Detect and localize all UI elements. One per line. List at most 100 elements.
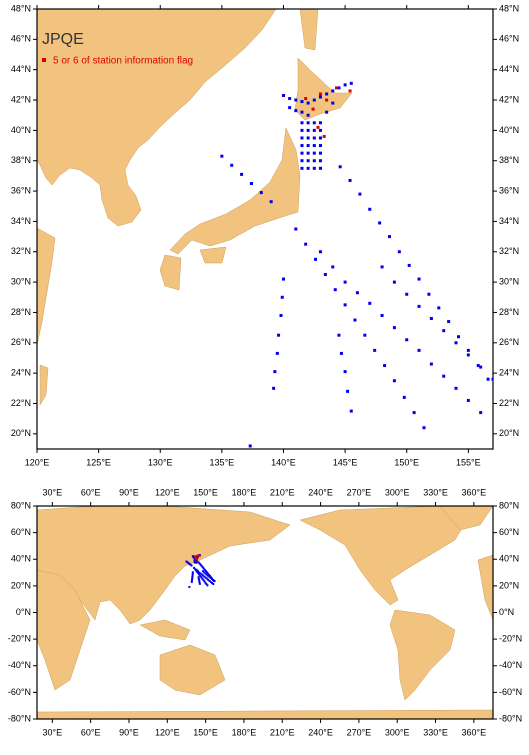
y-tick-label: 20°N bbox=[499, 428, 519, 438]
station bbox=[288, 106, 292, 110]
station bbox=[204, 572, 207, 575]
y-tick-label: 30°N bbox=[499, 276, 519, 286]
y-tick-label: -40°N bbox=[8, 660, 31, 670]
station bbox=[466, 353, 470, 357]
station bbox=[417, 304, 421, 308]
station bbox=[294, 109, 298, 113]
y-tick-label: 48°N bbox=[499, 3, 519, 13]
x-tick-label: 30°E bbox=[43, 727, 63, 737]
station bbox=[188, 585, 191, 588]
x-tick-label: 145°E bbox=[333, 457, 358, 467]
y-tick-label: 0°N bbox=[499, 607, 514, 617]
x-tick-label: 140°E bbox=[271, 457, 296, 467]
station bbox=[429, 362, 433, 366]
station bbox=[392, 280, 396, 284]
y-tick-label: 42°N bbox=[499, 94, 519, 104]
station bbox=[205, 583, 208, 586]
station bbox=[281, 93, 285, 97]
y-tick-label: 22°N bbox=[11, 398, 31, 408]
station bbox=[355, 291, 359, 295]
station bbox=[331, 101, 335, 105]
station bbox=[248, 444, 252, 448]
station bbox=[442, 329, 446, 333]
station bbox=[198, 573, 201, 576]
station bbox=[402, 395, 406, 399]
station bbox=[210, 577, 213, 580]
x-tick-label: 120°E bbox=[155, 727, 180, 737]
y-tick-label: -20°N bbox=[499, 634, 522, 644]
y-tick-label: 40°N bbox=[11, 554, 31, 564]
y-tick-label: 36°N bbox=[11, 185, 31, 195]
station bbox=[269, 200, 273, 204]
flagged-station bbox=[196, 555, 199, 558]
station bbox=[280, 295, 284, 299]
station bbox=[188, 562, 191, 565]
station bbox=[325, 110, 329, 114]
station bbox=[337, 86, 341, 90]
station bbox=[368, 301, 372, 305]
station bbox=[197, 576, 200, 579]
x-tick-label: 30°E bbox=[43, 487, 63, 497]
station bbox=[405, 338, 409, 342]
station bbox=[318, 121, 322, 125]
y-tick-label: 24°N bbox=[11, 368, 31, 378]
station bbox=[240, 172, 244, 176]
station bbox=[378, 221, 382, 225]
flagged-station bbox=[311, 107, 315, 111]
station bbox=[204, 581, 207, 584]
y-tick-label: 40°N bbox=[11, 125, 31, 135]
station bbox=[348, 178, 352, 182]
station bbox=[456, 335, 460, 339]
station bbox=[312, 151, 316, 155]
station bbox=[199, 574, 202, 577]
station bbox=[281, 277, 285, 281]
station bbox=[358, 192, 362, 196]
station bbox=[306, 151, 310, 155]
station bbox=[306, 144, 310, 148]
station bbox=[314, 257, 318, 261]
flagged-station bbox=[325, 98, 329, 102]
station bbox=[405, 292, 409, 296]
y-tick-label: 22°N bbox=[499, 398, 519, 408]
y-tick-label: 38°N bbox=[499, 155, 519, 165]
x-tick-label: 150°E bbox=[193, 487, 218, 497]
station bbox=[198, 581, 201, 584]
x-tick-label: 270°E bbox=[347, 487, 372, 497]
y-tick-label: 0°N bbox=[16, 607, 31, 617]
station bbox=[275, 351, 279, 355]
station bbox=[466, 398, 470, 402]
station bbox=[306, 136, 310, 140]
station bbox=[189, 563, 192, 566]
station bbox=[191, 577, 194, 580]
flagged-station bbox=[334, 86, 338, 90]
y-tick-label: 36°N bbox=[499, 185, 519, 195]
legend-marker bbox=[42, 58, 46, 62]
flagged-station bbox=[322, 134, 326, 138]
station bbox=[306, 101, 310, 105]
station bbox=[205, 571, 208, 574]
station bbox=[197, 577, 200, 580]
station bbox=[306, 121, 310, 125]
y-tick-label: 28°N bbox=[11, 307, 31, 317]
station bbox=[202, 570, 205, 573]
station bbox=[318, 128, 322, 132]
station bbox=[198, 571, 201, 574]
station bbox=[312, 121, 316, 125]
station bbox=[294, 227, 298, 231]
y-tick-label: 20°N bbox=[11, 580, 31, 590]
station bbox=[491, 377, 493, 381]
station bbox=[230, 163, 234, 167]
y-tick-label: 20°N bbox=[11, 428, 31, 438]
station bbox=[387, 235, 391, 239]
x-tick-label: 210°E bbox=[270, 487, 295, 497]
station bbox=[318, 250, 322, 254]
station bbox=[429, 317, 433, 321]
station bbox=[190, 580, 193, 583]
station bbox=[437, 306, 441, 310]
station bbox=[312, 166, 316, 170]
y-tick-label: 26°N bbox=[11, 337, 31, 347]
station bbox=[454, 386, 458, 390]
flagged-station bbox=[316, 125, 320, 129]
